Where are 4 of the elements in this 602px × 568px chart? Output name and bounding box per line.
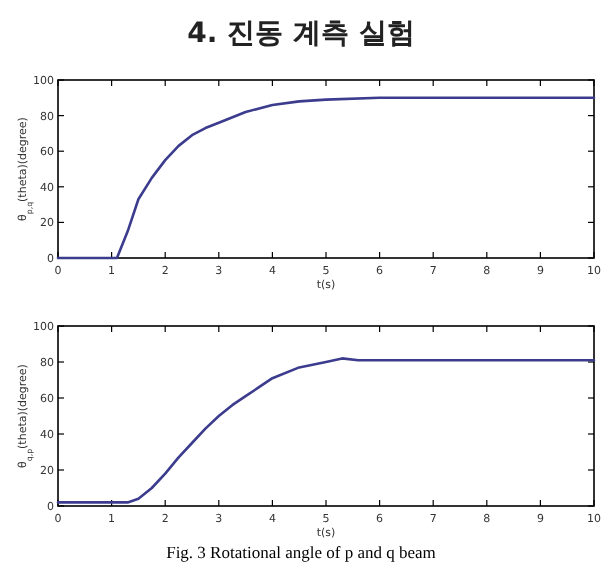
line-series (56, 96, 596, 260)
chart-title: 4. 진동 계측 실험 (187, 18, 415, 50)
line-series (56, 357, 596, 504)
caption: Fig. 3 Rotational angle of p and q beam (166, 542, 437, 562)
